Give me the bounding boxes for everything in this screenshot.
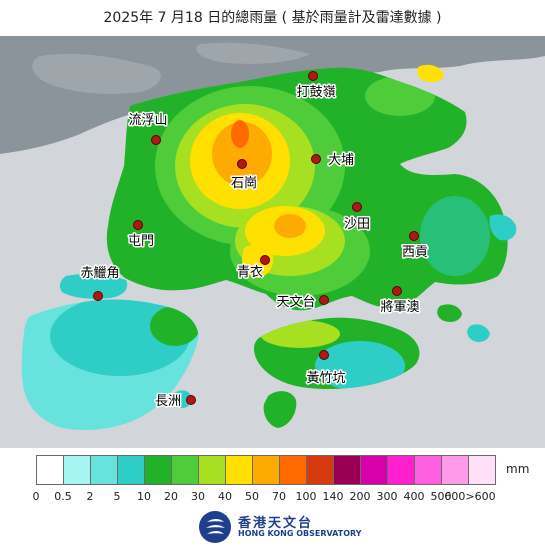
hko-emblem-icon xyxy=(199,511,231,543)
station-label: 打鼓嶺 xyxy=(296,85,335,100)
legend-tick-label: 300 xyxy=(376,490,398,503)
lamma-island xyxy=(263,391,297,428)
legend-swatch xyxy=(117,455,145,485)
station-lau-fau-shan[interactable]: 流浮山 xyxy=(127,112,169,145)
legend-tick-label: 10 xyxy=(137,490,151,503)
station-marker xyxy=(260,255,270,265)
station-sai-kung[interactable]: 西貢 xyxy=(400,231,430,262)
legend-tick-label: 140 xyxy=(322,490,344,503)
legend-swatch xyxy=(414,455,442,485)
legend-swatch xyxy=(198,455,226,485)
legend-tick-label: 2 xyxy=(86,490,94,503)
station-label: 青衣 xyxy=(237,264,263,280)
station-label: 將軍澳 xyxy=(380,299,419,315)
station-label: 長洲 xyxy=(155,394,181,409)
legend-tick-label: 200 xyxy=(349,490,371,503)
station-cheung-chau[interactable]: 長洲 xyxy=(153,393,196,411)
hko-logo: 香港天文台 HONG KONG OBSERVATORY xyxy=(198,510,368,544)
hko-name-en: HONG KONG OBSERVATORY xyxy=(238,529,362,538)
station-label: 黃竹坑 xyxy=(306,371,345,386)
rainfall-map-canvas: 打鼓嶺 流浮山 大埔 石崗 沙田 屯門 xyxy=(0,36,545,448)
legend-swatch xyxy=(468,455,496,485)
legend-tick-label: 0.5 xyxy=(54,490,72,503)
legend-tick-label: 30 xyxy=(191,490,205,503)
legend-swatch xyxy=(90,455,118,485)
station-marker xyxy=(237,159,247,169)
legend-swatch xyxy=(63,455,91,485)
station-marker xyxy=(308,71,318,81)
legend-swatch xyxy=(306,455,334,485)
east-islet xyxy=(437,304,462,322)
station-tseung-kwan-o[interactable]: 將軍澳 xyxy=(379,286,421,317)
station-marker xyxy=(186,395,196,405)
station-label: 沙田 xyxy=(344,217,370,232)
rainfall-legend xyxy=(36,455,496,487)
map-title: 2025年 7 月18 日的總雨量 ( 基於雨量計及雷達數據 ) xyxy=(103,10,442,26)
station-label: 流浮山 xyxy=(128,113,167,128)
station-chek-lap-kok[interactable]: 赤鱲角 xyxy=(79,265,121,301)
mainland-urban xyxy=(196,42,310,64)
station-marker xyxy=(151,135,161,145)
station-marker xyxy=(409,231,419,241)
station-marker xyxy=(392,286,402,296)
legend-tick-label: 50 xyxy=(245,490,259,503)
station-tai-po[interactable]: 大埔 xyxy=(311,152,356,170)
station-label: 赤鱲角 xyxy=(80,266,119,281)
hko-name-cn: 香港天文台 xyxy=(238,516,314,531)
station-sha-tin[interactable]: 沙田 xyxy=(342,202,372,234)
station-tsing-yi[interactable]: 青衣 xyxy=(235,255,270,282)
legend-unit: mm xyxy=(506,462,530,476)
east-islet xyxy=(489,214,517,241)
station-marker xyxy=(133,220,143,230)
legend-swatch xyxy=(387,455,415,485)
legend-swatch xyxy=(225,455,253,485)
station-marker xyxy=(352,202,362,212)
station-label: 屯門 xyxy=(128,234,154,249)
station-shek-kong[interactable]: 石崗 xyxy=(229,159,259,193)
north-islet xyxy=(417,64,444,83)
legend-tick-label: 20 xyxy=(164,490,178,503)
station-label: 西貢 xyxy=(402,245,428,260)
station-marker xyxy=(319,295,329,305)
station-observatory[interactable]: 天文台 xyxy=(275,294,329,312)
station-layer: 打鼓嶺 流浮山 大埔 石崗 沙田 屯門 xyxy=(79,71,430,411)
tsing-yi-island xyxy=(242,244,274,278)
legend-tick-label: 70 xyxy=(272,490,286,503)
legend-swatch xyxy=(441,455,469,485)
new-territories-landmass xyxy=(106,67,508,311)
station-tuen-mun[interactable]: 屯門 xyxy=(126,220,156,251)
legend-tick-label: 500 xyxy=(430,490,452,503)
legend-swatch xyxy=(360,455,388,485)
east-islet xyxy=(467,324,490,342)
legend-tick-label: 600>600 xyxy=(444,490,496,503)
station-label: 大埔 xyxy=(328,153,354,168)
legend-swatch xyxy=(144,455,172,485)
station-wong-chuk-hang[interactable]: 黃竹坑 xyxy=(305,350,347,388)
station-label: 天文台 xyxy=(276,295,315,310)
legend-tick-label: 40 xyxy=(218,490,232,503)
legend-swatch xyxy=(171,455,199,485)
rainfall-map: 打鼓嶺 流浮山 大埔 石崗 沙田 屯門 xyxy=(0,36,545,448)
station-label: 石崗 xyxy=(231,176,257,191)
cheung-chau-island xyxy=(173,390,192,408)
legend-tick-label: 400 xyxy=(403,490,425,503)
legend-tick-label: 5 xyxy=(113,490,121,503)
legend-swatch xyxy=(252,455,280,485)
airport-island xyxy=(59,273,128,299)
station-marker xyxy=(93,291,103,301)
legend-swatch xyxy=(36,455,64,485)
legend-swatch xyxy=(333,455,361,485)
legend-swatch xyxy=(279,455,307,485)
legend-tick-label: 0 xyxy=(32,490,40,503)
station-marker xyxy=(311,154,321,164)
mainland-urban xyxy=(32,53,161,94)
station-marker xyxy=(319,350,329,360)
station-ta-kwu-ling[interactable]: 打鼓嶺 xyxy=(295,71,337,102)
legend-tick-label: 100 xyxy=(295,490,317,503)
